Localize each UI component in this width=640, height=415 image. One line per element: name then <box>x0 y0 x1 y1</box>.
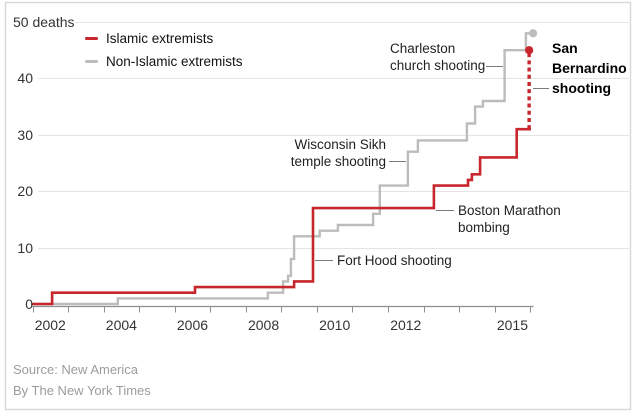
y-axis-label-40: 40 <box>17 70 33 87</box>
legend-label-islamic: Islamic extremists <box>106 31 214 46</box>
end-dot-islamic <box>525 46 534 55</box>
annotation-line: Fort Hood shooting <box>337 253 452 268</box>
source-credit: Source: New America <box>13 362 138 377</box>
y-axis-label-0: 0 <box>25 296 33 312</box>
annotation-line: temple shooting <box>290 154 386 169</box>
series-line-islamic <box>32 127 531 306</box>
x-axis-label-2006: 2006 <box>176 317 209 333</box>
end-dot-non-islamic <box>528 29 538 38</box>
annotation-wisconsin-sikh: Wisconsin Sikh temple shooting <box>250 136 386 170</box>
legend-label-non-islamic: Non-Islamic extremists <box>106 54 243 69</box>
x-axis-label-2015: 2015 <box>496 317 528 333</box>
series-line-non-islamic <box>32 32 533 306</box>
annotation-charleston: Charleston church shooting <box>390 40 485 74</box>
x-axis-label-2004: 2004 <box>105 317 137 333</box>
annotation-line: San <box>552 40 578 56</box>
non-islamic-line-swatch-icon <box>85 60 98 63</box>
annotation-line: Wisconsin Sikh <box>294 137 386 152</box>
chart-frame <box>4 1 632 411</box>
legend-item-non-islamic: Non-Islamic extremists <box>85 54 243 69</box>
annotation-fort-hood: Fort Hood shooting <box>337 252 452 269</box>
annotation-line: shooting <box>552 80 612 96</box>
y-axis-label-30: 30 <box>17 126 33 143</box>
x-axis-label-2012: 2012 <box>390 317 422 333</box>
annotation-line: Boston Marathon <box>458 203 561 218</box>
x-axis-label-2002: 2002 <box>34 317 66 333</box>
y-axis-unit-label: 50 deaths <box>13 14 75 30</box>
annotation-boston-marathon: Boston Marathon bombing <box>458 202 561 236</box>
annotation-line: Charleston <box>390 41 456 56</box>
annotation-line: Bernardino <box>552 60 627 76</box>
x-axis-label-2010: 2010 <box>319 317 351 333</box>
annotation-line: church shooting <box>390 58 486 73</box>
islamic-line-swatch-icon <box>85 37 98 40</box>
x-axis-label-2008: 2008 <box>247 317 280 333</box>
byline-credit: By The New York Times <box>13 383 151 398</box>
legend-item-islamic: Islamic extremists <box>85 31 213 46</box>
annotation-line: bombing <box>458 220 510 235</box>
annotation-san-bernardino: San Bernardino shooting <box>552 38 627 98</box>
y-axis-label-20: 20 <box>17 183 33 200</box>
y-axis-label-10: 10 <box>17 239 33 256</box>
